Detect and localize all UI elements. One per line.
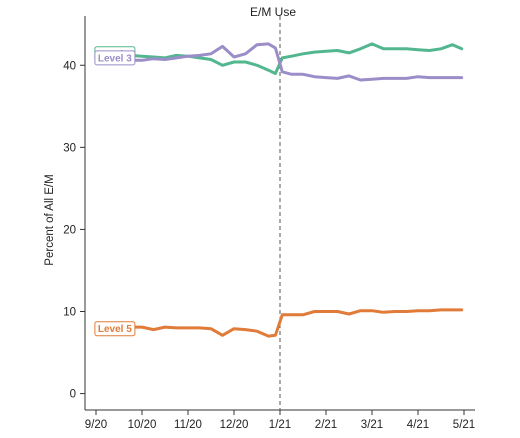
- y-tick-label: 0: [70, 389, 76, 401]
- x-tick-label: 10/20: [128, 419, 157, 431]
- series-label-level-3: Level 3: [98, 53, 132, 64]
- series-line-level-3: [101, 42, 464, 82]
- axes: 0 10 20 30 40 9/20 10/20 11/20 12/20 1/21 2/21 3/21…: [63, 16, 475, 431]
- series-label-level-5: Level 5: [98, 324, 132, 335]
- y-axis-label: Percent of All E/M: [44, 174, 56, 265]
- y-tick-label: 40: [63, 60, 76, 72]
- x-tick-label: 5/21: [453, 419, 475, 431]
- x-tick-label: 2/21: [315, 419, 337, 431]
- series-label-box-level-5: [94, 321, 136, 337]
- x-tick-label: 9/20: [85, 419, 107, 431]
- series-line-level-5: [101, 308, 464, 338]
- x-tick-label: 11/20: [174, 419, 202, 431]
- y-tick-label: 10: [63, 307, 76, 319]
- y-tick-label: 30: [63, 142, 76, 154]
- chart-title: E/M Use: [250, 5, 296, 19]
- x-tick-label: 12/20: [220, 419, 249, 431]
- y-tick-label: 20: [63, 224, 76, 236]
- series-line-level-4: [101, 42, 464, 75]
- x-tick-label: 4/21: [407, 419, 429, 431]
- x-tick-label: 3/21: [361, 419, 383, 431]
- x-tick-label: 1/21: [269, 419, 291, 431]
- series-label-box-level-3: [94, 50, 136, 66]
- series-lines: [101, 42, 464, 338]
